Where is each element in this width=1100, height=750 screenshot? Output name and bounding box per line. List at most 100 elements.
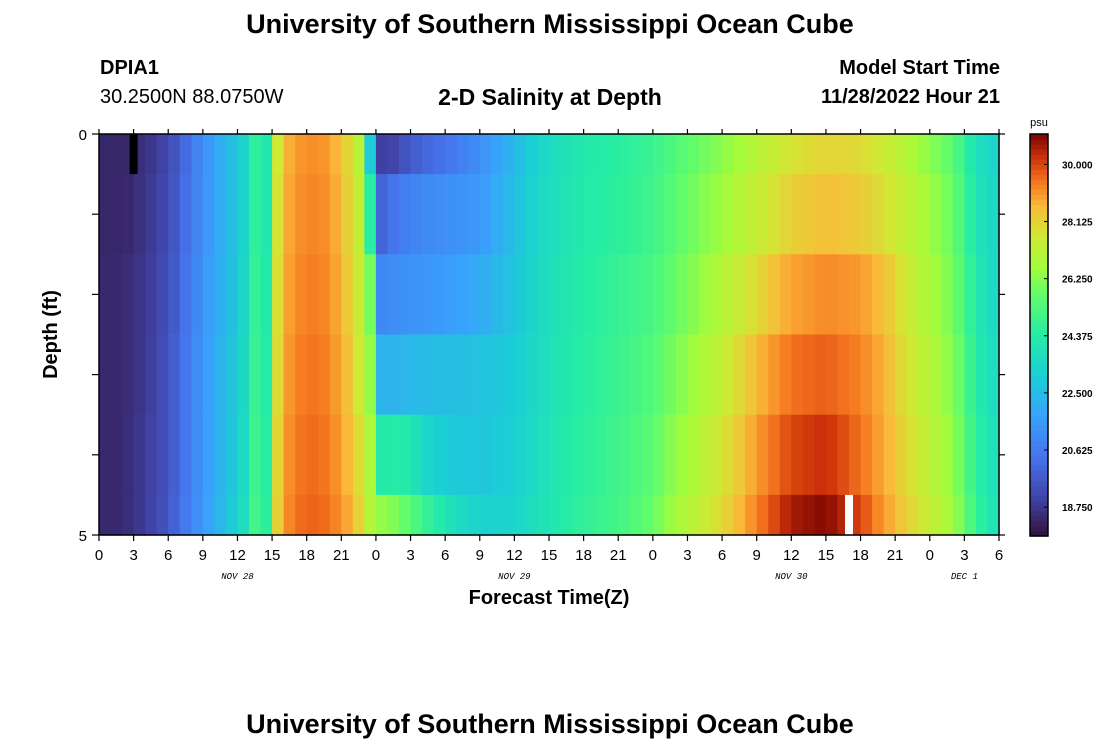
heatmap-cell <box>779 494 792 536</box>
heatmap-cell <box>560 134 573 175</box>
heatmap-cell <box>929 254 942 336</box>
heatmap-cell <box>895 494 908 536</box>
heatmap-cell <box>502 134 515 175</box>
heatmap-cell <box>399 334 412 416</box>
x-tick-label: 0 <box>649 547 657 564</box>
heatmap-cell <box>710 494 723 536</box>
heatmap-cell <box>652 494 665 536</box>
heatmap-cell <box>318 334 331 416</box>
x-tick-label: 15 <box>818 547 835 564</box>
heatmap-cell <box>814 414 827 496</box>
heatmap-cell <box>410 254 423 336</box>
heatmap-cell <box>641 254 654 336</box>
heatmap-cell <box>306 414 319 496</box>
heatmap-cell <box>133 334 146 416</box>
heatmap-cell <box>225 334 239 416</box>
heatmap-cell <box>572 134 585 175</box>
heatmap-cell <box>156 414 169 496</box>
heatmap-cell <box>352 254 365 336</box>
heatmap-cell <box>768 254 781 336</box>
heatmap-cell <box>722 174 735 255</box>
heatmap-cell <box>756 494 769 536</box>
heatmap-cell <box>606 334 619 416</box>
heatmap-cell <box>133 254 146 336</box>
colorbar-segment <box>1030 249 1048 256</box>
heatmap-cell <box>802 414 815 496</box>
heatmap-cell <box>849 134 862 175</box>
heatmap-cell <box>525 134 539 175</box>
heatmap-cell <box>329 334 342 416</box>
heatmap-cell <box>249 414 262 496</box>
heatmap-cell <box>952 254 965 336</box>
heatmap-cell <box>399 494 412 536</box>
heatmap-cell <box>860 174 873 255</box>
heatmap-cell <box>791 254 804 336</box>
heatmap-cell <box>445 174 458 255</box>
heatmap-cell <box>860 254 873 336</box>
heatmap-cell <box>122 334 135 416</box>
colorbar-segment <box>1030 440 1048 447</box>
heatmap-cell <box>387 494 400 536</box>
heatmap-cell <box>133 174 146 255</box>
x-tick-label: 9 <box>476 547 484 564</box>
heatmap-cell <box>260 414 273 496</box>
heatmap-cell <box>295 174 308 255</box>
heatmap-cell <box>756 254 769 336</box>
heatmap-cell <box>387 134 400 175</box>
heatmap-cell <box>295 334 308 416</box>
heatmap-cell <box>468 254 481 336</box>
heatmap-cell <box>375 494 389 536</box>
heatmap-cell <box>433 254 446 336</box>
heatmap-cell <box>583 174 596 255</box>
colorbar-segment <box>1030 254 1048 261</box>
heatmap-cell <box>756 334 769 416</box>
colorbar-segment <box>1030 485 1048 492</box>
colorbar-segment <box>1030 219 1048 226</box>
heatmap-cell <box>179 254 192 336</box>
colorbar-tick-label: 20.625 <box>1062 446 1093 457</box>
day-label: DEC 1 <box>951 572 978 582</box>
heatmap-cell <box>318 254 331 336</box>
x-axis-label: Forecast Time(Z) <box>469 587 630 609</box>
colorbar-segment <box>1030 510 1048 517</box>
heatmap-cell <box>537 134 550 175</box>
heatmap-cell <box>456 414 469 496</box>
heatmap-cell <box>191 174 204 255</box>
heatmap-cell <box>975 174 989 255</box>
heatmap-cell <box>872 414 885 496</box>
heatmap-cell <box>306 174 319 255</box>
heatmap-cell <box>99 414 112 496</box>
heatmap-cell <box>883 134 896 175</box>
heatmap-cell <box>722 414 735 496</box>
heatmap-cell <box>410 334 423 416</box>
heatmap-cell <box>675 334 689 416</box>
x-tick-label: 6 <box>164 547 172 564</box>
heatmap-cell <box>918 134 931 175</box>
x-tick-label: 6 <box>441 547 449 564</box>
colorbar-segment <box>1030 450 1048 457</box>
heatmap-cell <box>606 174 619 255</box>
x-tick-label: 21 <box>333 547 350 564</box>
heatmap-cell <box>422 174 435 255</box>
heatmap-cell <box>272 254 285 336</box>
heatmap-cell <box>814 174 827 255</box>
heatmap-cell <box>802 134 815 175</box>
heatmap-cell <box>710 174 723 255</box>
colorbar-segment <box>1030 465 1048 472</box>
heatmap-cell <box>918 174 931 255</box>
heatmap-cell <box>618 414 631 496</box>
heatmap-cell <box>537 174 550 255</box>
heatmap-cell <box>318 414 331 496</box>
heatmap-cell <box>479 334 492 416</box>
heatmap-cell <box>641 174 654 255</box>
x-tick-label: 15 <box>264 547 281 564</box>
heatmap-cell <box>883 334 896 416</box>
heatmap-cell <box>733 494 746 536</box>
heatmap-cell <box>514 254 527 336</box>
heatmap-cell <box>595 414 608 496</box>
colorbar-segment <box>1030 189 1048 195</box>
model-start-label: Model Start Time <box>839 57 1000 79</box>
heatmap-cell <box>918 254 931 336</box>
heatmap-cell <box>710 134 723 175</box>
heatmap-cell <box>214 134 227 175</box>
